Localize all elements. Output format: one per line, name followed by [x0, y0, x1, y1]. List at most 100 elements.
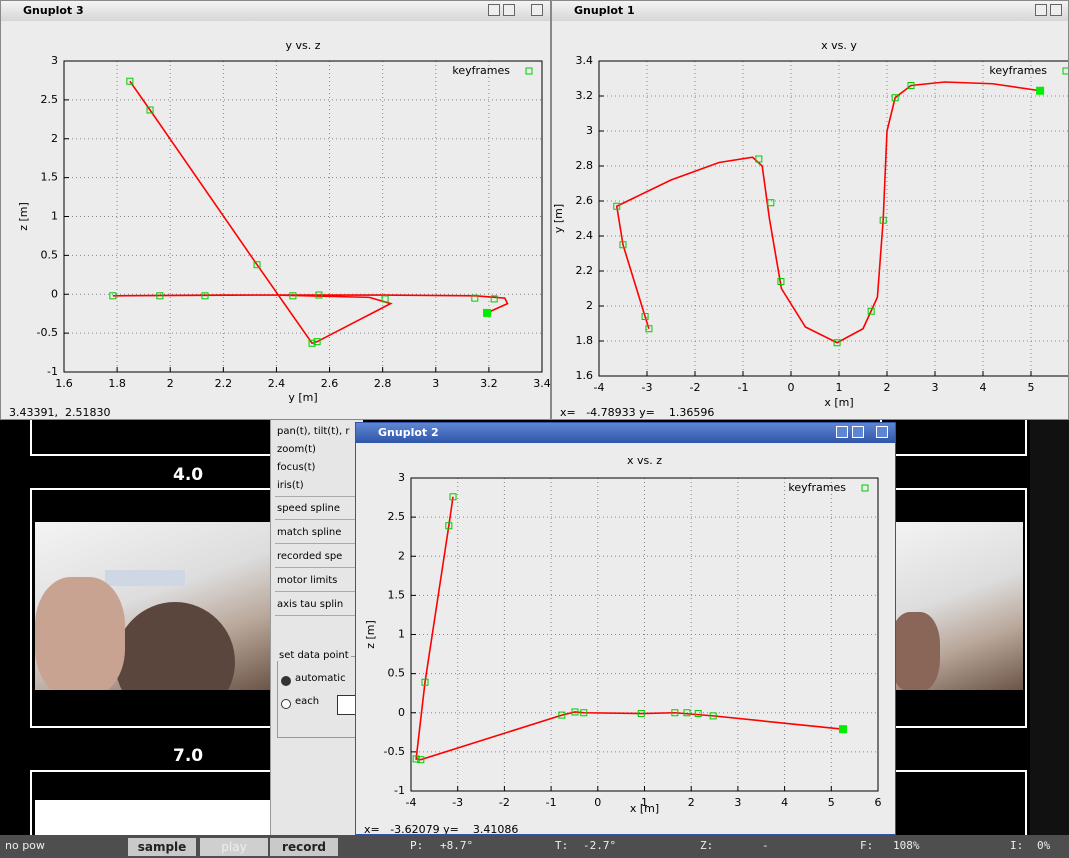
- x-tick-label: 3: [932, 381, 939, 394]
- menu-item[interactable]: axis tau splin: [277, 599, 343, 610]
- y-tick-label: 1.6: [576, 369, 594, 382]
- y-tick-label: 0.5: [41, 248, 59, 261]
- y-tick-label: 2.5: [41, 93, 59, 106]
- film-label: 4.0: [173, 465, 203, 485]
- field-value: -2.7°: [583, 839, 616, 852]
- x-tick-label: 2.8: [374, 377, 392, 390]
- y-tick-label: 2: [586, 299, 593, 312]
- close[interactable]: [876, 426, 888, 438]
- title-bar: Gnuplot 2: [356, 423, 895, 443]
- menu-item[interactable]: focus(t): [277, 462, 315, 473]
- menu-item[interactable]: motor limits: [277, 575, 337, 586]
- x-tick-label: -1: [738, 381, 749, 394]
- y-tick-label: 2.2: [576, 264, 594, 277]
- y-tick-label: 0: [398, 706, 405, 719]
- field-value: 0%: [1037, 839, 1050, 852]
- y-axis-label: z [m]: [17, 202, 30, 231]
- x-tick-label: 4: [781, 796, 788, 809]
- head: [890, 612, 940, 690]
- field-value: -: [762, 839, 769, 852]
- y-axis-label: y [m]: [552, 204, 565, 233]
- x-tick-label: 2: [884, 381, 891, 394]
- legend-swatch: [526, 68, 532, 74]
- status-text: no pow: [5, 839, 45, 852]
- arm: [35, 577, 125, 690]
- legend-swatch: [862, 485, 868, 491]
- separator: [275, 591, 361, 592]
- plot: y vs. z1.61.822.22.42.62.833.23.4-1-0.50…: [1, 21, 551, 420]
- y-tick-label: 3: [51, 54, 58, 67]
- x-tick-label: 2: [167, 377, 174, 390]
- keyframe: [768, 200, 774, 206]
- field-label: P:: [410, 839, 423, 852]
- radio[interactable]: [281, 676, 291, 686]
- current-point: [484, 309, 491, 316]
- minimize[interactable]: [488, 4, 500, 16]
- x-tick-label: -2: [499, 796, 510, 809]
- menu-item[interactable]: iris(t): [277, 480, 304, 491]
- button[interactable]: play: [200, 838, 268, 856]
- menu-item[interactable]: pan(t), tilt(t), r: [277, 426, 350, 437]
- menu-item[interactable]: speed spline: [277, 503, 340, 514]
- field-label: Z:: [700, 839, 713, 852]
- x-tick-label: -4: [594, 381, 605, 394]
- close[interactable]: [531, 4, 543, 16]
- cursor-status: x= -4.78933 y= 1.36596: [560, 406, 714, 419]
- button[interactable]: sample: [128, 838, 196, 856]
- video-frame: [35, 800, 271, 835]
- x-tick-label: 5: [1028, 381, 1035, 394]
- x-tick-label: 3.2: [480, 377, 498, 390]
- x-tick-label: 5: [828, 796, 835, 809]
- minimize[interactable]: [1035, 4, 1047, 16]
- maximize[interactable]: [1050, 4, 1062, 16]
- trajectory: [617, 82, 1040, 343]
- page: {"chart_data": [ {"type": "line", "windo…: [0, 0, 1069, 858]
- menu-item[interactable]: match spline: [277, 527, 341, 538]
- field-label: I:: [1010, 839, 1023, 852]
- title-bar: Gnuplot 3: [1, 1, 550, 21]
- plot-border: [599, 61, 1069, 376]
- legend-label: keyframes: [788, 481, 846, 494]
- x-tick-label: 2.6: [321, 377, 339, 390]
- button[interactable]: record: [270, 838, 338, 856]
- y-axis-label: z [m]: [364, 620, 377, 649]
- window: Gnuplot 1 x vs. y-4-3-2-10123451.61.822.…: [551, 0, 1069, 420]
- video-frame: [35, 522, 271, 690]
- legend-swatch: [1063, 68, 1069, 74]
- y-tick-label: -1: [47, 365, 58, 378]
- minimize[interactable]: [836, 426, 848, 438]
- x-tick-label: -1: [546, 796, 557, 809]
- x-tick-label: 3.4: [533, 377, 551, 390]
- legend-label: keyframes: [452, 64, 510, 77]
- y-tick-label: 0: [51, 287, 58, 300]
- x-tick-label: 2.2: [215, 377, 233, 390]
- screen: 4.0 7.0 pan(t), tilt(t), rzoom(t)focus(t…: [0, 0, 1069, 858]
- title-bar: Gnuplot 1: [552, 1, 1068, 21]
- x-axis-label: y [m]: [288, 391, 317, 404]
- x-tick-label: 1: [836, 381, 843, 394]
- window: Gnuplot 2 x vs. z-4-3-2-10123456-1-0.500…: [355, 422, 896, 835]
- trajectory: [416, 497, 843, 760]
- y-tick-label: 3: [398, 471, 405, 484]
- x-tick-label: 1.8: [108, 377, 126, 390]
- menu-item[interactable]: recorded spe: [277, 551, 342, 562]
- y-tick-label: 1.8: [576, 334, 594, 347]
- keyframe: [684, 710, 690, 716]
- menu-item[interactable]: zoom(t): [277, 444, 316, 455]
- maximize[interactable]: [852, 426, 864, 438]
- plot-border: [64, 61, 542, 372]
- y-tick-label: 1: [398, 628, 405, 641]
- y-tick-label: 2.8: [576, 159, 594, 172]
- maximize[interactable]: [503, 4, 515, 16]
- x-tick-label: -4: [406, 796, 417, 809]
- y-tick-label: 2: [398, 549, 405, 562]
- x-tick-label: 3: [734, 796, 741, 809]
- chart-title: y vs. z: [285, 39, 320, 52]
- x-tick-label: 3: [432, 377, 439, 390]
- window-title: Gnuplot 1: [574, 4, 635, 17]
- field-value: +8.7°: [440, 839, 473, 852]
- scrollbar[interactable]: [1030, 420, 1069, 835]
- x-tick-label: -3: [642, 381, 653, 394]
- radio[interactable]: [281, 699, 291, 709]
